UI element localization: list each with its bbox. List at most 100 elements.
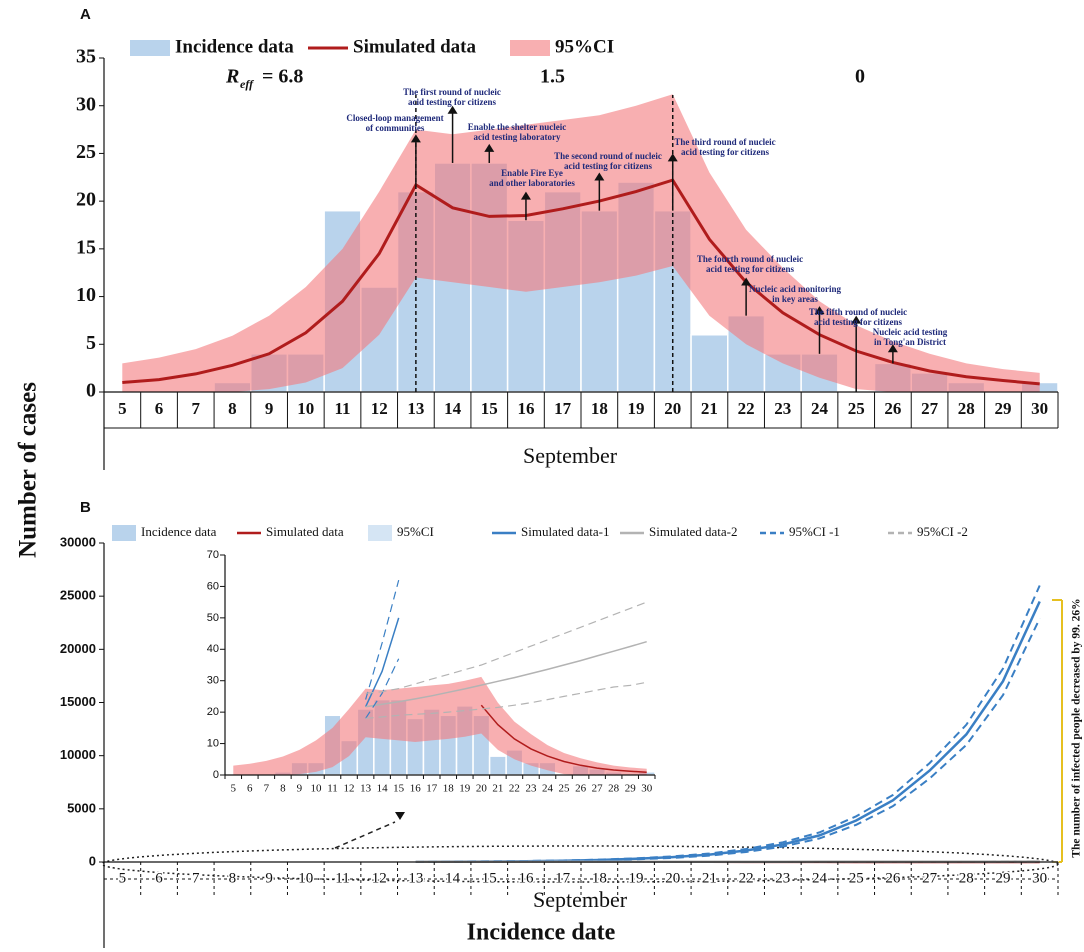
y-tick-label: 0 bbox=[86, 380, 96, 402]
panel-tag: eff bbox=[240, 77, 254, 91]
annotation: of communities bbox=[366, 123, 425, 133]
annotation: and other laboratories bbox=[489, 178, 575, 188]
x-tick-label: 20 bbox=[665, 870, 680, 886]
x-tick-label: 23 bbox=[775, 870, 790, 886]
x-tick-label: 5 bbox=[118, 399, 127, 418]
x-tick-label: 6 bbox=[155, 399, 164, 418]
x-tick-label: 9 bbox=[265, 399, 274, 418]
x-tick-label: 20 bbox=[664, 399, 681, 418]
y-tick-label: 25 bbox=[76, 141, 96, 163]
y-tick-label: 30 bbox=[207, 675, 219, 687]
y-tick-label: 20 bbox=[76, 189, 96, 211]
x-tick-label: 25 bbox=[849, 870, 864, 886]
legend-label: Simulated data-2 bbox=[649, 524, 737, 539]
x-tick-label: 26 bbox=[885, 870, 901, 886]
x-tick-label: 21 bbox=[701, 399, 718, 418]
x-tick-label: 25 bbox=[848, 399, 865, 418]
x-tick-label: 11 bbox=[334, 399, 350, 418]
x-tick-label: 14 bbox=[445, 870, 461, 886]
x-tick-label: 22 bbox=[739, 870, 754, 886]
x-tick-label: 18 bbox=[591, 399, 608, 418]
zoom-arrowhead bbox=[395, 812, 405, 820]
annotation: The fourth round of nucleic bbox=[697, 254, 803, 264]
legend-label: Simulated data bbox=[266, 524, 344, 539]
x-tick-label: 14 bbox=[377, 783, 389, 795]
x-tick-label: 23 bbox=[774, 399, 791, 418]
panel-label: B bbox=[80, 499, 91, 516]
x-tick-label: 24 bbox=[542, 783, 554, 795]
legend-label: 95%CI bbox=[397, 524, 434, 539]
x-tick-label: 19 bbox=[459, 783, 471, 795]
ci-band bbox=[122, 94, 1040, 393]
bracket bbox=[1052, 599, 1063, 863]
line bbox=[122, 178, 1040, 386]
x-tick-label: 12 bbox=[371, 399, 388, 418]
legend-label: Simulated data bbox=[353, 36, 476, 57]
x-tick-label: 6 bbox=[155, 870, 163, 886]
ci-line bbox=[415, 585, 1041, 863]
x-tick-label: 27 bbox=[922, 870, 938, 886]
ci-band bbox=[233, 676, 647, 775]
x-tick-label: 8 bbox=[228, 399, 237, 418]
x-tick-label: 22 bbox=[509, 783, 520, 795]
annotation: in Tong'an District bbox=[874, 337, 946, 347]
x-tick-label: 7 bbox=[191, 399, 200, 418]
x-tick-label: 29 bbox=[625, 783, 637, 795]
ci-line bbox=[365, 579, 400, 700]
annotation: acid testing for citizens bbox=[814, 317, 903, 327]
x-tick-label: 21 bbox=[702, 870, 717, 886]
x-tick-label: 28 bbox=[958, 399, 975, 418]
legend-swatch bbox=[510, 40, 550, 56]
bar bbox=[690, 333, 729, 393]
x-axis-title: Incidence date bbox=[467, 920, 616, 946]
annotation: acid testing for citizens bbox=[564, 161, 653, 171]
annotation-arrowhead bbox=[410, 134, 421, 143]
chart-2: 0 10 20 30 40 50 60 70 5 6 7 8 9 10 11 12 13 14 15 16 17 18 19… bbox=[207, 549, 656, 795]
x-tick-label: 28 bbox=[608, 783, 620, 795]
panel-tag: R bbox=[225, 66, 239, 88]
legend-swatch bbox=[368, 525, 392, 541]
x-tick-label: 30 bbox=[1031, 399, 1048, 418]
x-tick-label: 26 bbox=[884, 399, 901, 418]
legend-swatch bbox=[112, 525, 136, 541]
y-tick-label: 30000 bbox=[60, 534, 96, 549]
legend-label: 95%CI -2 bbox=[917, 524, 968, 539]
reff-value: = 6.8 bbox=[262, 66, 303, 88]
annotation: The first round of nucleic bbox=[403, 87, 501, 97]
legend-label: 95%CI -1 bbox=[789, 524, 840, 539]
x-tick-label: 10 bbox=[310, 783, 322, 795]
x-tick-label: 11 bbox=[335, 870, 349, 886]
x-tick-label: 29 bbox=[994, 399, 1011, 418]
x-tick-label: 17 bbox=[426, 783, 438, 795]
x-tick-label: 15 bbox=[481, 399, 498, 418]
x-tick-label: 10 bbox=[298, 870, 313, 886]
annotation-arrowhead bbox=[814, 306, 825, 315]
legend-label: 95%CI bbox=[555, 36, 614, 57]
annotation: in key areas bbox=[772, 294, 818, 304]
annotation: The fifth round of nucleic bbox=[809, 307, 907, 317]
reff-value: 0 bbox=[855, 66, 865, 88]
x-tick-label: 9 bbox=[265, 870, 273, 886]
annotation-arrowhead bbox=[484, 143, 495, 152]
x-tick-label: 30 bbox=[641, 783, 653, 795]
bar bbox=[488, 755, 507, 776]
chart-0: 0 5 10 15 20 25 30 35 5 6 7 8 9 10 11 12 13 14 15 16 17 18 19 2… bbox=[76, 36, 1059, 470]
line bbox=[480, 704, 647, 774]
x-tick-label: 26 bbox=[575, 783, 587, 795]
x-tick-label: 13 bbox=[360, 783, 372, 795]
y-tick-label: 40 bbox=[207, 643, 219, 655]
x-tick-label: 24 bbox=[811, 399, 829, 418]
x-tick-label: 21 bbox=[492, 783, 503, 795]
x-tick-label: 17 bbox=[555, 870, 571, 886]
x-tick-label: 16 bbox=[517, 399, 534, 418]
x-axis-label: September bbox=[523, 443, 618, 468]
y-tick-label: 60 bbox=[207, 580, 219, 592]
y-tick-label: 20000 bbox=[60, 641, 96, 656]
x-tick-label: 15 bbox=[482, 870, 497, 886]
x-tick-label: 8 bbox=[229, 870, 237, 886]
annotation-arrowhead bbox=[447, 105, 458, 114]
x-tick-label: 7 bbox=[192, 870, 200, 886]
legend-label: Simulated data-1 bbox=[521, 524, 609, 539]
annotation: acid testing laboratory bbox=[474, 132, 561, 142]
x-tick-label: 18 bbox=[443, 783, 455, 795]
